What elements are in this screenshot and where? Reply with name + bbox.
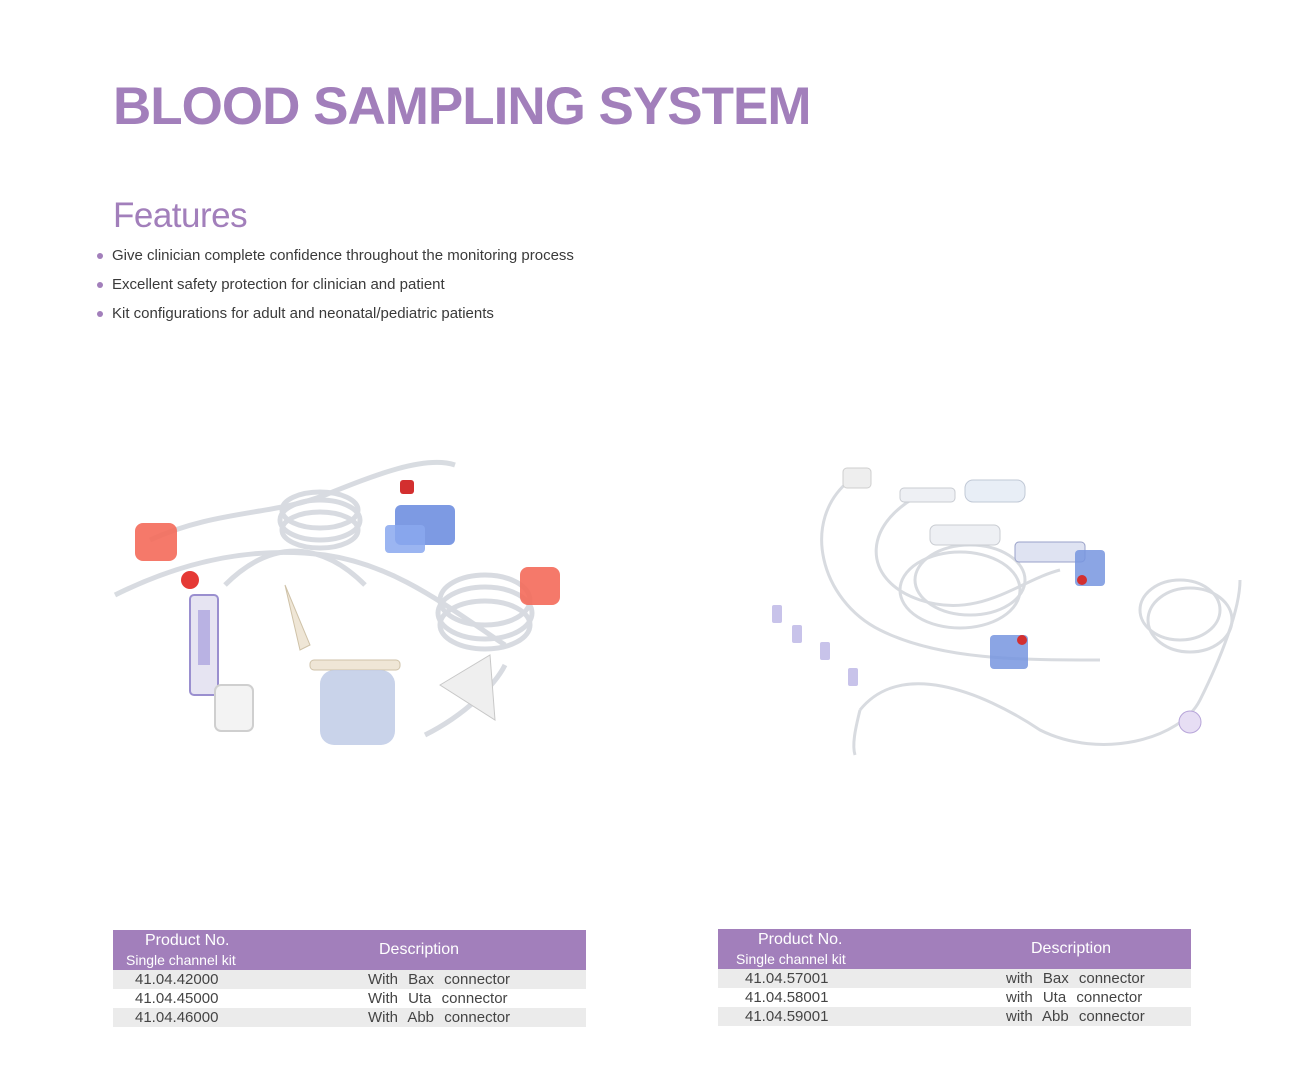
bullet-icon [97, 253, 103, 259]
feature-text: Give clinician complete confidence throu… [112, 247, 574, 264]
product-no-cell: 41.04.58001 [718, 988, 963, 1007]
feature-text: Kit configurations for adult and neonata… [112, 305, 494, 322]
header-subtitle: Single channel kit [736, 951, 846, 967]
bullet-icon [97, 311, 103, 317]
product-no-cell: 41.04.45000 [113, 989, 343, 1008]
description-cell: With Bax connector [343, 970, 586, 989]
description-cell: with Bax connector [963, 969, 1191, 988]
column-header-description: Description [963, 929, 1191, 969]
features-heading: Features [113, 196, 248, 235]
product-image-adult-kit [113, 459, 560, 745]
column-header-description: Description [343, 930, 586, 970]
description-cell: With Abb connector [343, 1008, 586, 1027]
product-table-neonatal: Product No. Single channel kit Descripti… [718, 929, 1191, 1026]
product-image-neonatal-kit [772, 467, 1242, 756]
page-title: BLOOD SAMPLING SYSTEM [113, 76, 811, 136]
features-list: Give clinician complete confidence throu… [97, 247, 574, 334]
product-no-cell: 41.04.59001 [718, 1007, 963, 1026]
description-cell: With Uta connector [343, 989, 586, 1008]
column-header-product-no: Product No. Single channel kit [113, 930, 343, 970]
product-no-cell: 41.04.42000 [113, 970, 343, 989]
table-row: 41.04.57001 with Bax connector [718, 969, 1191, 988]
table-row: 41.04.42000 With Bax connector [113, 970, 586, 989]
feature-item: Give clinician complete confidence throu… [97, 247, 574, 276]
bullet-icon [97, 282, 103, 288]
table-row: 41.04.46000 With Abb connector [113, 1008, 586, 1027]
description-cell: with Abb connector [963, 1007, 1191, 1026]
feature-item: Kit configurations for adult and neonata… [97, 305, 574, 334]
product-no-cell: 41.04.57001 [718, 969, 963, 988]
feature-text: Excellent safety protection for clinicia… [112, 276, 445, 293]
table-row: 41.04.45000 With Uta connector [113, 989, 586, 1008]
table-row: 41.04.59001 with Abb connector [718, 1007, 1191, 1026]
column-header-product-no: Product No. Single channel kit [718, 929, 963, 969]
table-row: 41.04.58001 with Uta connector [718, 988, 1191, 1007]
product-table-adult: Product No. Single channel kit Descripti… [113, 930, 586, 1027]
description-cell: with Uta connector [963, 988, 1191, 1007]
header-product-no-label: Product No. [145, 932, 230, 949]
header-product-no-label: Product No. [758, 931, 843, 948]
feature-item: Excellent safety protection for clinicia… [97, 276, 574, 305]
product-no-cell: 41.04.46000 [113, 1008, 343, 1027]
header-subtitle: Single channel kit [126, 952, 236, 968]
